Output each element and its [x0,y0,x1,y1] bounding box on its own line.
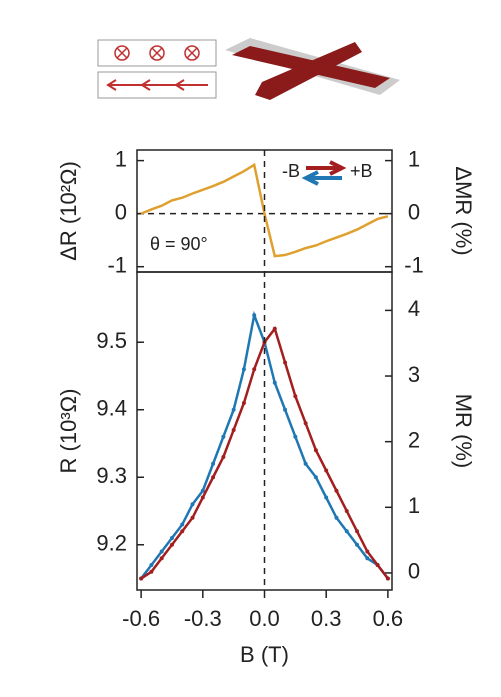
data-point [283,407,288,412]
x-tick-label: 0.0 [249,606,280,631]
data-point [355,542,360,547]
data-point [252,313,257,318]
data-point [334,515,339,520]
y-axis-label: R (10³Ω) [56,389,81,474]
data-point [241,367,246,372]
x-tick-label: 0.6 [373,606,404,631]
bar [255,42,362,100]
data-point [293,434,298,439]
data-point [159,556,164,561]
data-point [344,529,349,534]
x-tick-label: 0.3 [311,606,342,631]
x-tick-label: -0.6 [122,606,160,631]
data-point [211,475,216,480]
legend-label: +B [350,161,373,181]
data-point [375,563,380,568]
field-symbols [106,45,208,91]
y2-tick-label: 0 [408,559,420,584]
data-point [221,454,226,459]
data-point [313,448,318,453]
data-point [303,421,308,426]
x-axis-label: B (T) [240,642,289,667]
y2-tick-label: 1 [408,493,420,518]
data-point [149,569,154,574]
data-point [283,360,288,365]
data-point [149,563,154,568]
y2-tick-label: 3 [408,362,420,387]
y2-axis-label: ΔMR (%) [451,166,476,255]
y-tick-label: 9.2 [96,531,127,556]
x-tick-label: -0.3 [184,606,222,631]
data-point [313,475,318,480]
series-line [140,162,389,258]
data-point [272,326,277,331]
data-point [200,495,205,500]
y2-axis-label: MR (%) [451,394,476,469]
data-point [190,502,195,507]
y2-tick-label: -1 [404,253,424,278]
data-point [385,576,390,581]
data-point [252,367,257,372]
data-point [365,556,370,561]
data-point [180,522,185,527]
legend-arrow [301,170,342,186]
y-tick-label: 1 [115,146,127,171]
y2-tick-label: 0 [408,199,420,224]
data-point [324,495,329,500]
y2-tick-label: 2 [408,427,420,452]
data-point [190,515,195,520]
data-point [231,427,236,432]
y-tick-label: 9.4 [96,396,127,421]
y2-tick-label: 1 [408,146,420,171]
data-point [221,434,226,439]
data-point [365,549,370,554]
data-point [139,576,144,581]
data-point [324,468,329,473]
data-point [293,394,298,399]
annotation: θ = 90° [150,234,208,254]
data-point [272,380,277,385]
data-point [303,461,308,466]
data-point [344,509,349,514]
schematic [97,38,400,100]
data-point [169,536,174,541]
data-point [241,400,246,405]
data-point [231,407,236,412]
data-point [355,529,360,534]
legend-arrow [306,160,347,176]
data-point [334,488,339,493]
y-tick-label: 9.5 [96,328,127,353]
series-line [140,326,389,580]
y-tick-label: 0 [115,199,127,224]
data-point [211,461,216,466]
legend-label: -B [282,161,300,181]
y-tick-label: -1 [107,253,127,278]
y-axis-label: ΔR (10²Ω) [56,161,81,261]
y2-tick-label: 4 [408,296,420,321]
data-point [180,529,185,534]
y-tick-label: 9.3 [96,463,127,488]
data-point [169,542,174,547]
data-point [159,549,164,554]
data-point [200,488,205,493]
